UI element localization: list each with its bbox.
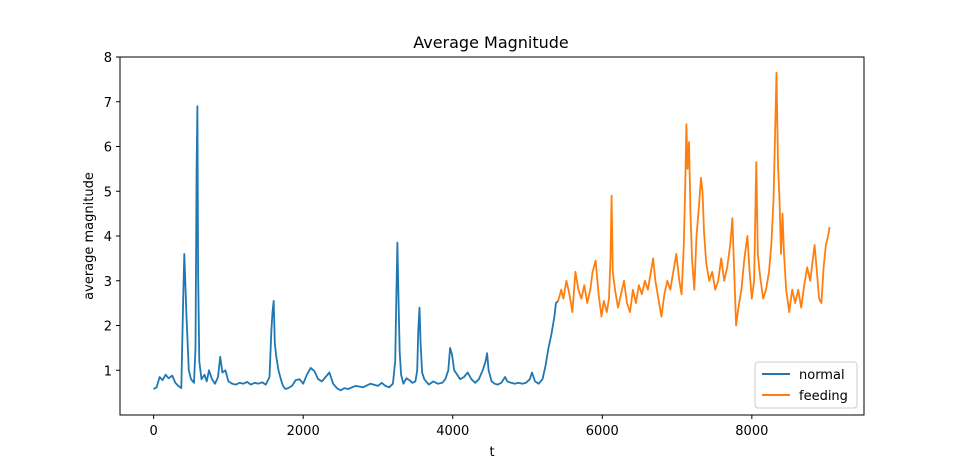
y-tick-label: 7	[104, 96, 112, 111]
legend-label-normal: normal	[799, 368, 845, 383]
y-axis-label: average magnitude	[82, 172, 97, 300]
y-tick-label: 3	[104, 275, 112, 290]
x-tick-label: 6000	[586, 424, 619, 439]
y-tick-label: 6	[104, 141, 112, 156]
y-tick-label: 4	[104, 230, 112, 245]
x-axis: 0 2000 4000 6000 8000	[150, 415, 768, 439]
x-tick-label: 2000	[287, 424, 320, 439]
y-tick-label: 1	[104, 364, 112, 379]
y-tick-label: 2	[104, 320, 112, 335]
x-axis-label: t	[489, 445, 494, 460]
series-layer	[153, 71, 831, 392]
series-line-feeding	[557, 71, 831, 327]
x-tick-label: 0	[150, 424, 158, 439]
legend-label-feeding: feeding	[799, 389, 848, 404]
x-tick-label: 8000	[735, 424, 768, 439]
y-tick-label: 8	[104, 51, 112, 66]
chart-title: Average Magnitude	[413, 33, 569, 52]
x-tick-label: 4000	[436, 424, 469, 439]
y-axis: 1 2 3 4 5 6 7 8	[104, 51, 120, 379]
y-tick-label: 5	[104, 185, 112, 200]
series-line-normal	[153, 105, 559, 392]
legend: normal feeding	[754, 361, 858, 409]
